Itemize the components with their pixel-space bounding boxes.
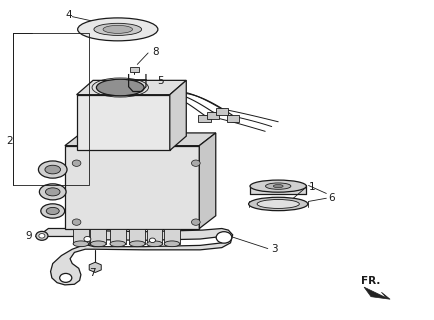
Ellipse shape xyxy=(103,25,132,33)
Bar xyxy=(226,115,238,122)
Circle shape xyxy=(72,219,81,225)
Ellipse shape xyxy=(41,204,65,218)
Polygon shape xyxy=(65,146,199,228)
Text: 6: 6 xyxy=(328,193,335,203)
Polygon shape xyxy=(44,228,232,285)
Polygon shape xyxy=(363,287,389,299)
Text: 1: 1 xyxy=(308,182,315,192)
Text: 8: 8 xyxy=(152,47,159,57)
Ellipse shape xyxy=(45,165,60,174)
Ellipse shape xyxy=(78,18,158,41)
Circle shape xyxy=(72,160,81,166)
Bar xyxy=(110,228,125,244)
Polygon shape xyxy=(65,133,215,146)
Bar xyxy=(164,228,179,244)
Ellipse shape xyxy=(250,180,306,192)
Text: 5: 5 xyxy=(157,76,163,86)
Circle shape xyxy=(191,219,200,225)
Ellipse shape xyxy=(147,241,162,247)
Ellipse shape xyxy=(90,241,106,247)
Bar xyxy=(130,67,138,72)
Ellipse shape xyxy=(38,161,67,178)
Ellipse shape xyxy=(164,241,179,247)
Ellipse shape xyxy=(39,184,66,200)
Polygon shape xyxy=(76,95,169,150)
Ellipse shape xyxy=(273,185,283,188)
Bar xyxy=(129,228,145,244)
Ellipse shape xyxy=(129,241,145,247)
Ellipse shape xyxy=(96,79,144,96)
Text: 4: 4 xyxy=(66,10,72,20)
Text: 3: 3 xyxy=(271,244,277,253)
Bar xyxy=(147,228,162,244)
Ellipse shape xyxy=(110,241,125,247)
Bar xyxy=(73,228,89,244)
Text: FR.: FR. xyxy=(360,276,379,286)
Bar xyxy=(250,186,306,195)
Bar xyxy=(90,228,106,244)
Ellipse shape xyxy=(256,199,299,208)
Circle shape xyxy=(191,160,200,166)
Polygon shape xyxy=(169,80,186,150)
Circle shape xyxy=(216,232,231,243)
Text: 7: 7 xyxy=(89,268,96,278)
Ellipse shape xyxy=(248,197,307,211)
Circle shape xyxy=(36,231,48,240)
Polygon shape xyxy=(199,133,215,228)
Bar xyxy=(198,115,210,122)
Bar xyxy=(13,33,89,186)
Circle shape xyxy=(149,238,155,243)
Ellipse shape xyxy=(94,23,141,36)
Circle shape xyxy=(39,234,45,238)
Circle shape xyxy=(59,273,72,282)
Bar xyxy=(215,108,227,116)
Text: 9: 9 xyxy=(26,231,32,241)
Circle shape xyxy=(84,236,91,242)
Text: 2: 2 xyxy=(6,136,13,146)
Bar xyxy=(207,112,219,119)
Ellipse shape xyxy=(73,241,89,247)
Ellipse shape xyxy=(265,183,290,189)
Ellipse shape xyxy=(46,207,59,215)
Ellipse shape xyxy=(45,188,60,196)
Polygon shape xyxy=(76,80,186,95)
